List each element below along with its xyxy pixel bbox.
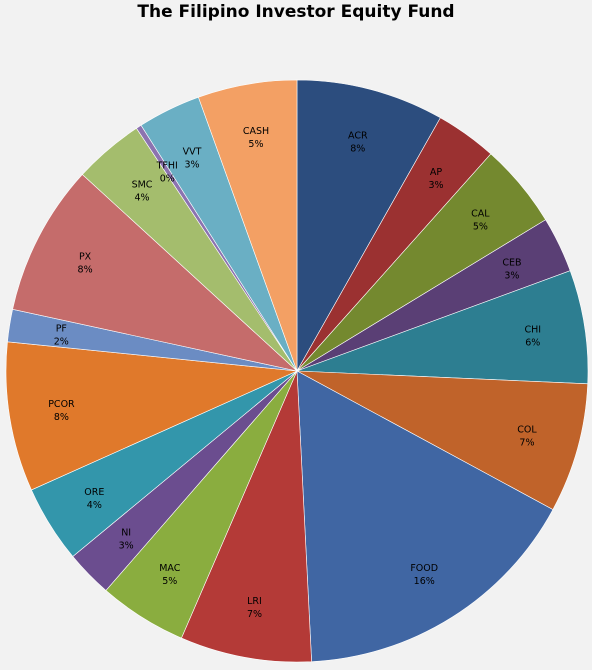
slice-name-label: PF bbox=[56, 324, 67, 335]
slice-percent-label: 4% bbox=[87, 500, 102, 511]
slice-name-label: TFHI bbox=[156, 161, 178, 172]
chart-title: The Filipino Investor Equity Fund bbox=[137, 2, 455, 22]
slice-label-ni: NI 3% bbox=[119, 528, 134, 552]
slice-percent-label: 5% bbox=[248, 139, 263, 150]
slice-name-label: SMC bbox=[132, 180, 153, 191]
slice-label-smc: SMC 4% bbox=[132, 180, 153, 204]
pie-slice-pcor bbox=[5, 341, 299, 491]
slice-label-lri: LRI 7% bbox=[247, 596, 262, 620]
slice-label-food: FOOD 16% bbox=[410, 563, 438, 587]
pie-slice-acr bbox=[296, 79, 441, 373]
slice-percent-label: 16% bbox=[414, 576, 435, 587]
pie-slice-chi bbox=[296, 270, 589, 385]
slice-name-label: CAL bbox=[471, 208, 490, 219]
slice-name-label: AP bbox=[430, 167, 442, 178]
slice-label-px: PX 8% bbox=[78, 251, 93, 275]
slice-percent-label: 3% bbox=[119, 541, 134, 552]
slice-percent-label: 3% bbox=[504, 270, 519, 281]
slice-name-label: NI bbox=[121, 528, 131, 539]
slice-label-chi: CHI 6% bbox=[525, 324, 542, 348]
pie-slice-col bbox=[296, 370, 589, 510]
slice-label-ap: AP 3% bbox=[429, 167, 444, 191]
pie-slices bbox=[5, 79, 589, 663]
slice-name-label: ACR bbox=[348, 130, 368, 141]
slice-percent-label: 5% bbox=[162, 576, 177, 587]
slice-name-label: CEB bbox=[502, 257, 521, 268]
slice-label-pf: PF 2% bbox=[54, 324, 69, 348]
slice-percent-label: 4% bbox=[134, 193, 149, 204]
slice-name-label: ORE bbox=[84, 487, 104, 498]
pie-labels: ACR 8% AP 3% CAL 5% CEB 3% CHI 6% COL 7% FOOD 16% LRI 7… bbox=[48, 126, 541, 620]
slice-label-acr: ACR 8% bbox=[348, 130, 368, 154]
slice-percent-label: 6% bbox=[525, 337, 540, 348]
slice-label-pcor: PCOR 8% bbox=[48, 399, 75, 423]
slice-label-cal: CAL 5% bbox=[471, 208, 490, 232]
slice-name-label: FOOD bbox=[410, 563, 438, 574]
slice-name-label: PCOR bbox=[48, 399, 75, 410]
slice-percent-label: 5% bbox=[473, 221, 488, 232]
slice-label-col: COL 7% bbox=[517, 425, 537, 449]
pie-slice-cash bbox=[198, 79, 298, 372]
slice-label-tfhi: TFHI 0% bbox=[156, 161, 178, 185]
slice-percent-label: 0% bbox=[160, 174, 175, 185]
slice-percent-label: 8% bbox=[54, 412, 69, 423]
slice-label-mac: MAC 5% bbox=[159, 563, 181, 587]
pie-slice-lri bbox=[181, 370, 312, 663]
slice-label-ceb: CEB 3% bbox=[502, 257, 521, 281]
slice-name-label: CHI bbox=[525, 324, 542, 335]
slice-percent-label: 8% bbox=[350, 143, 365, 154]
slice-name-label: MAC bbox=[159, 563, 181, 574]
slice-percent-label: 8% bbox=[78, 264, 93, 275]
slice-percent-label: 3% bbox=[429, 180, 444, 191]
slice-label-cash: CASH 5% bbox=[243, 126, 269, 150]
slice-name-label: COL bbox=[517, 425, 537, 436]
slice-label-ore: ORE 4% bbox=[84, 487, 104, 511]
slice-name-label: CASH bbox=[243, 126, 269, 137]
slice-name-label: LRI bbox=[247, 596, 262, 607]
slice-percent-label: 3% bbox=[184, 160, 199, 171]
slice-name-label: PX bbox=[79, 251, 92, 262]
slice-percent-label: 2% bbox=[54, 337, 69, 348]
pie-slice-px bbox=[12, 174, 299, 372]
slice-percent-label: 7% bbox=[247, 609, 262, 620]
pie-slice-food bbox=[296, 370, 554, 662]
slice-percent-label: 7% bbox=[519, 438, 534, 449]
slice-name-label: VVT bbox=[183, 147, 202, 158]
slice-label-vvt: VVT 3% bbox=[183, 147, 202, 171]
